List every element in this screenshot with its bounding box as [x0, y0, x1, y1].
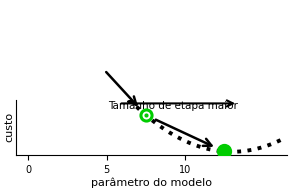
Y-axis label: custo: custo	[4, 112, 14, 142]
X-axis label: parâmetro do modelo: parâmetro do modelo	[91, 177, 212, 188]
Text: Tamanho de etapa maior: Tamanho de etapa maior	[108, 101, 238, 111]
